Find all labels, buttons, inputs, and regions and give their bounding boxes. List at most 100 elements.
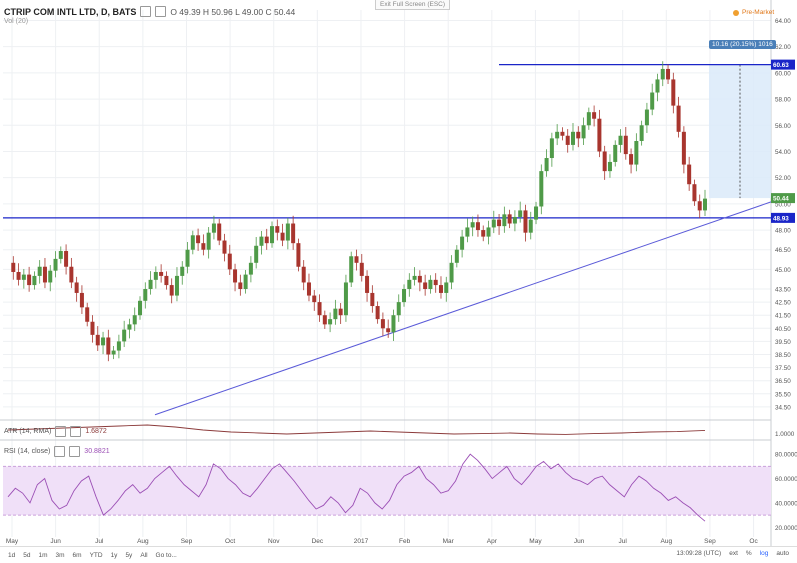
candle-body-18: [101, 337, 106, 346]
x-tick-16: Sep: [704, 538, 716, 545]
atr-legend[interactable]: ATR (14, RMA) 1.6872: [4, 426, 107, 437]
candle-body-100: [534, 206, 539, 220]
y-tick-17: 37.50: [775, 365, 791, 372]
candle-body-1: [11, 262, 16, 272]
candle-body-103: [549, 138, 554, 159]
volume-label[interactable]: Vol (20): [4, 18, 29, 25]
x-tick-14: Jul: [619, 538, 628, 545]
candle-body-50: [270, 226, 275, 244]
rsi-value: 30.8821: [84, 448, 110, 455]
rsi-band: [3, 466, 771, 516]
candle-body-60: [322, 315, 327, 325]
timeframe-0[interactable]: 1d: [8, 551, 16, 559]
candle-body-58: [312, 295, 317, 303]
rsi-legend[interactable]: RSI (14, close) 30.8821: [4, 446, 110, 457]
x-tick-3: Aug: [137, 538, 149, 545]
candle-body-54: [291, 223, 296, 244]
candle-body-124: [660, 68, 665, 80]
candle-body-6: [37, 266, 42, 276]
candle-body-32: [174, 275, 179, 296]
timeframe-8[interactable]: All: [140, 551, 148, 559]
candle-body-55: [296, 243, 301, 267]
candle-body-115: [613, 144, 618, 162]
measure-label: 10.16 (20.15%) 1016: [709, 40, 776, 49]
log-toggle[interactable]: log: [759, 550, 769, 557]
candle-body-75: [402, 289, 407, 303]
candle-body-49: [264, 236, 269, 244]
candle-body-12: [69, 266, 74, 283]
x-tick-11: Apr: [487, 538, 498, 545]
candle-body-3: [21, 274, 26, 280]
y-tick-0: 64.00: [775, 18, 791, 25]
close-icon[interactable]: [155, 6, 167, 17]
x-tick-9: Feb: [399, 538, 411, 545]
candle-body-28: [153, 271, 158, 280]
candle-body-61: [328, 319, 333, 325]
candle-body-14: [79, 292, 84, 308]
y-tick-19: 35.50: [775, 391, 791, 398]
atr-tick: 1.0000: [775, 431, 795, 438]
candle-body-59: [317, 302, 322, 316]
y-tick-1: 62.00: [775, 44, 791, 51]
candle-body-109: [581, 125, 586, 139]
candle-body-92: [491, 219, 496, 228]
candle-body-81: [433, 279, 438, 286]
candle-body-25: [138, 300, 143, 316]
y-tick-13: 41.50: [775, 313, 791, 320]
chart-header: CTRIP COM INTL LTD, D, BATS O 49.39 H 50…: [4, 6, 295, 17]
timeframe-3[interactable]: 3m: [55, 551, 65, 559]
candle-body-91: [486, 227, 491, 237]
timeframe-7[interactable]: 5y: [125, 551, 133, 559]
ext-toggle[interactable]: ext: [729, 550, 738, 557]
percent-toggle[interactable]: %: [745, 550, 752, 557]
x-tick-12: May: [529, 538, 542, 545]
pre-market-indicator[interactable]: Pre-Market: [733, 9, 774, 16]
atr-close-icon[interactable]: [70, 426, 82, 437]
candle-body-127: [676, 105, 681, 132]
candle-body-10: [58, 251, 63, 259]
candle-body-112: [597, 118, 602, 152]
auto-toggle[interactable]: auto: [776, 550, 789, 557]
x-tick-13: Jun: [574, 538, 585, 545]
candle-body-44: [238, 282, 243, 290]
rsi-close-icon[interactable]: [69, 446, 81, 457]
x-tick-6: Nov: [268, 538, 280, 545]
atr-settings-icon[interactable]: [55, 426, 67, 437]
timeframe-2[interactable]: 1m: [38, 551, 48, 559]
candle-body-17: [95, 334, 100, 346]
candle-body-83: [444, 282, 449, 293]
candle-body-118: [629, 154, 634, 165]
timeframe-6[interactable]: 1y: [110, 551, 118, 559]
y-tick-16: 38.50: [775, 352, 791, 359]
candle-body-24: [132, 315, 137, 325]
timeframe-1[interactable]: 5d: [23, 551, 31, 559]
candle-body-117: [623, 135, 628, 155]
candle-body-38: [206, 232, 211, 250]
candle-body-2: [16, 271, 21, 280]
timeframe-9[interactable]: Go to...: [155, 551, 177, 559]
chart-canvas[interactable]: May Jun Jul Aug Sep Oct Nov Dec 2017 Feb Mar Apr May…: [0, 0, 797, 546]
candle-body-40: [217, 223, 222, 241]
timeframe-5[interactable]: YTD: [89, 551, 103, 559]
y-tick-7: 50.00: [775, 201, 791, 208]
candle-body-19: [106, 337, 111, 355]
x-tick-0: May: [6, 538, 19, 545]
symbol-title[interactable]: CTRIP COM INTL LTD, D, BATS: [4, 6, 137, 17]
timeframe-4[interactable]: 6m: [72, 551, 82, 559]
settings-icon[interactable]: [140, 6, 152, 17]
clock: 13:09:28 (UTC): [676, 550, 722, 557]
candle-body-101: [539, 171, 544, 207]
candle-body-67: [359, 262, 364, 276]
x-tick-4: Sep: [181, 538, 193, 545]
x-tick-10: Mar: [443, 538, 455, 545]
candle-body-78: [417, 275, 422, 283]
x-tick-8: 2017: [354, 538, 369, 545]
rsi-line: [7, 453, 706, 522]
exit-fullscreen-button[interactable]: Exit Full Screen (ESC): [375, 0, 451, 10]
pre-market-dot-icon: [733, 9, 739, 16]
candle-body-11: [64, 251, 69, 267]
candle-body-76: [407, 279, 412, 290]
candle-body-107: [570, 131, 575, 145]
candle-body-63: [338, 308, 343, 316]
rsi-settings-icon[interactable]: [54, 446, 66, 457]
